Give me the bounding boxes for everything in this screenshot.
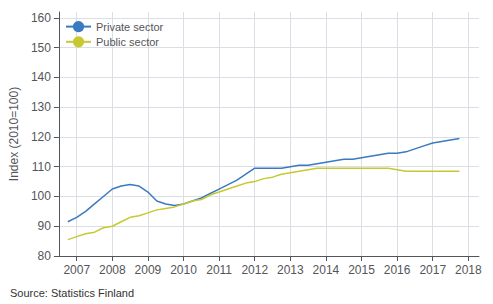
svg-text:2009: 2009 bbox=[135, 263, 162, 277]
svg-text:90: 90 bbox=[38, 219, 52, 233]
svg-text:2013: 2013 bbox=[277, 263, 304, 277]
svg-text:120: 120 bbox=[31, 130, 51, 144]
svg-text:2010: 2010 bbox=[170, 263, 197, 277]
svg-text:2011: 2011 bbox=[206, 263, 232, 277]
svg-text:Private sector: Private sector bbox=[96, 21, 164, 33]
svg-text:2016: 2016 bbox=[384, 263, 411, 277]
svg-text:Index (2010=100): Index (2010=100) bbox=[7, 87, 21, 181]
svg-text:2017: 2017 bbox=[419, 263, 446, 277]
svg-text:160: 160 bbox=[31, 11, 51, 25]
svg-text:Public sector: Public sector bbox=[96, 36, 159, 48]
svg-text:150: 150 bbox=[31, 41, 51, 55]
svg-text:110: 110 bbox=[32, 160, 51, 174]
svg-text:Source: Statistics Finland: Source: Statistics Finland bbox=[10, 287, 134, 299]
svg-text:2014: 2014 bbox=[313, 263, 340, 277]
svg-text:2007: 2007 bbox=[63, 263, 90, 277]
svg-text:2015: 2015 bbox=[348, 263, 375, 277]
svg-text:140: 140 bbox=[31, 70, 51, 84]
svg-text:130: 130 bbox=[31, 100, 51, 114]
svg-text:2018: 2018 bbox=[455, 263, 482, 277]
svg-text:2008: 2008 bbox=[99, 263, 126, 277]
svg-text:2012: 2012 bbox=[241, 263, 268, 277]
svg-text:100: 100 bbox=[31, 189, 51, 203]
svg-text:80: 80 bbox=[38, 249, 52, 263]
